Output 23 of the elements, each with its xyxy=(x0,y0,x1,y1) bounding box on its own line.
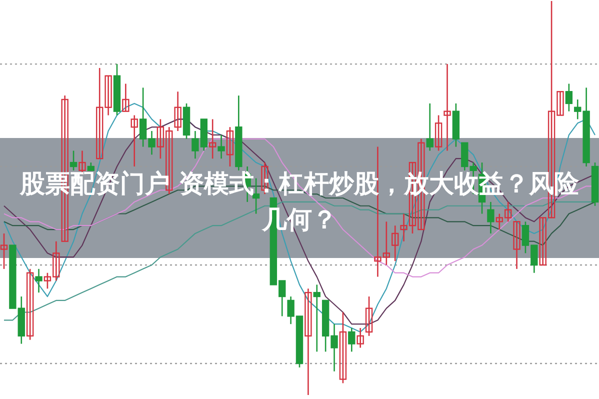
candlestick xyxy=(226,126,234,168)
candlestick xyxy=(208,118,216,160)
candlestick xyxy=(174,90,182,132)
candlestick xyxy=(444,63,451,152)
candlestick xyxy=(304,288,312,396)
candlestick xyxy=(392,224,399,262)
candlestick xyxy=(26,268,34,340)
candlestick xyxy=(434,114,442,152)
candlestick xyxy=(70,150,78,172)
candlestick xyxy=(35,268,42,294)
candlestick xyxy=(122,83,130,112)
candlestick xyxy=(487,201,494,234)
candlestick xyxy=(356,327,364,348)
candlestick xyxy=(513,220,520,270)
candlestick xyxy=(348,327,356,352)
candlestick xyxy=(339,312,347,384)
candlestick xyxy=(130,114,138,168)
candlestick xyxy=(0,232,8,270)
candlestick xyxy=(565,83,573,112)
candlestick xyxy=(365,296,373,337)
candlestick xyxy=(426,102,434,152)
candlestick xyxy=(218,134,225,160)
candlestick xyxy=(313,284,320,352)
